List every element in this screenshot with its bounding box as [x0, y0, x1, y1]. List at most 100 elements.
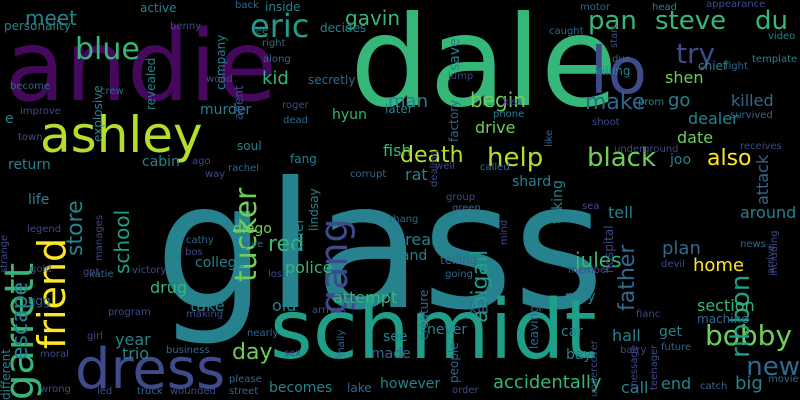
word-back: back — [235, 0, 259, 11]
word-survived: survived — [730, 110, 773, 121]
word-killed: killed — [731, 91, 774, 110]
word-like: like — [544, 129, 555, 147]
word-victory: victory — [132, 265, 167, 276]
word-murder: murder — [200, 102, 252, 118]
word-school: school — [110, 209, 134, 274]
word-trio: trio — [122, 344, 150, 363]
word-accidentally: accidentally — [493, 372, 602, 393]
word-machine: machine — [697, 312, 749, 326]
word-kill: kill — [469, 301, 489, 317]
word-make: make — [585, 90, 646, 115]
word-moral: moral — [40, 349, 69, 360]
word-hospital: hospital — [602, 225, 616, 273]
word-old: old — [272, 296, 297, 315]
word-date: date — [677, 128, 714, 147]
word-killer: killer — [291, 217, 307, 252]
word-start: start — [609, 24, 620, 48]
word-please: please — [229, 374, 262, 385]
word-shoot: shoot — [592, 117, 620, 128]
word-police: police — [285, 258, 333, 277]
word-lost: lost — [268, 269, 287, 280]
word-crew: crew — [100, 86, 124, 97]
word-due: due — [612, 54, 631, 65]
word-dale: dale — [350, 0, 618, 135]
word-town: town — [18, 132, 43, 143]
word-dead: dead — [283, 115, 308, 126]
word-led: led — [97, 386, 113, 397]
word-break: break — [395, 230, 441, 249]
word-also: also — [707, 146, 752, 171]
word-along: along — [263, 54, 291, 65]
word-factory: factory — [447, 99, 461, 142]
word-store: store — [63, 200, 88, 256]
word-group: group — [446, 192, 476, 203]
word-telling: telling — [440, 253, 478, 267]
word-however: however — [380, 376, 441, 392]
word-sex: sex — [284, 348, 302, 359]
word-receives: receives — [740, 141, 782, 152]
word-going: going — [445, 269, 473, 280]
word-arrives: arrives — [312, 305, 347, 316]
word-egg: egg — [28, 294, 51, 308]
word-wrong: wrong — [40, 384, 71, 395]
word-cabin: cabin — [142, 154, 180, 170]
word-fish: fish — [383, 141, 412, 160]
word-may: may — [565, 289, 596, 305]
word-cathy: cathy — [186, 235, 214, 246]
word-try: try — [676, 37, 716, 70]
word-ashley: ashley — [40, 106, 203, 164]
word-red: red — [268, 232, 305, 257]
word-gavin: gavin — [345, 6, 401, 30]
word-go: go — [668, 90, 691, 111]
word-end: end — [661, 374, 692, 393]
word-nearly: nearly — [247, 328, 279, 339]
word-dealing: dealing — [429, 150, 440, 187]
word-killing: killing — [595, 64, 631, 78]
word-taking: taking — [550, 180, 566, 224]
word-fang: fang — [290, 152, 317, 166]
word-agent: agent — [232, 85, 246, 120]
word-different: different — [0, 349, 13, 400]
word-katie: katie — [89, 269, 114, 280]
word-making: making — [186, 309, 224, 320]
word-called: called — [480, 162, 510, 173]
word-hyun: hyun — [332, 107, 367, 123]
word-drug: drug — [150, 278, 188, 297]
word-decides: decides — [320, 21, 367, 35]
word-template: template — [752, 54, 798, 65]
word-eric: eric — [250, 7, 310, 45]
word-teenager: teenager — [649, 344, 660, 390]
word-day: day — [232, 340, 273, 365]
word-joo: joo — [670, 152, 692, 168]
word-see: see — [383, 329, 408, 345]
word-inside: inside — [265, 0, 301, 14]
word-becomes: becomes — [269, 380, 333, 396]
word-college: college — [195, 255, 246, 271]
word-meet: meet — [25, 6, 77, 30]
word-right: right — [262, 38, 286, 49]
word-people: people — [447, 342, 461, 383]
word-phone: phone — [493, 109, 525, 120]
word-rat: rat — [405, 165, 428, 184]
word-member: member — [568, 265, 611, 276]
word-blue: blue — [75, 32, 140, 67]
word-jump: jump — [448, 71, 474, 82]
word-improve: improve — [20, 106, 61, 117]
word-dealer: dealer — [688, 109, 739, 128]
word-lee: lee — [253, 26, 269, 37]
word-fianc: fianc — [636, 309, 661, 320]
word-prom: prom — [638, 97, 665, 108]
word-future: future — [661, 342, 692, 353]
word-ago: ago — [192, 156, 211, 167]
word-death: death — [400, 143, 464, 168]
word-zhang: zhang — [388, 214, 419, 225]
word-schmidt: schmidt — [270, 283, 597, 378]
word-appearance: appearance — [706, 0, 766, 10]
word-du: du — [755, 6, 788, 36]
word-secretly: secretly — [308, 73, 356, 87]
word-around: around — [740, 203, 797, 222]
word-program: program — [108, 307, 151, 318]
word-take: take — [190, 296, 225, 315]
word-underground: underground — [614, 144, 679, 155]
